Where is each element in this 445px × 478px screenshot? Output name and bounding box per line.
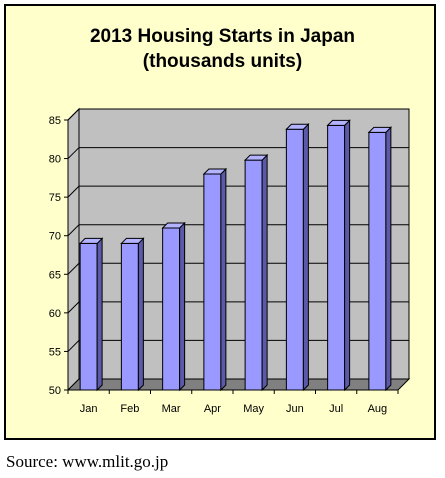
bar-front [244,159,263,391]
y-tick-label: 60 [49,308,61,320]
side-wall [67,107,80,392]
bar-side [96,237,103,392]
bar [326,119,351,392]
bar-front [203,173,222,391]
bar [202,167,228,392]
bar-top [78,237,104,244]
x-tick-label: May [243,403,264,415]
bar [78,237,104,392]
bar-top [161,222,186,229]
x-axis-ticks: Jan Feb Mar Apr May Jun Jul Aug [67,390,399,415]
bar-top [326,119,351,126]
x-tick-label: Jan [80,403,98,415]
gridline [67,108,409,121]
chart-subtitle: (thousands units) [142,51,303,72]
x-tick-label: Apr [204,403,221,415]
bar [120,237,145,392]
bar-front [79,242,98,391]
y-tick-label: 50 [49,385,61,397]
bar-top [285,123,310,130]
bar-top [120,237,145,244]
y-axis-ticks: 50 55 60 65 70 75 80 85 [49,115,68,397]
chart-walls [66,107,411,392]
x-tick-label: Jul [329,403,343,415]
bar-side [344,119,351,392]
y-tick-label: 55 [49,346,61,358]
bar-front [368,131,387,391]
x-tick-label: Jun [286,403,304,415]
chart-title-block: 2013 Housing Starts in Japan (thousands … [0,24,445,74]
source-note: Source: www.mlit.go.jp [6,452,169,471]
x-tick-label: Mar [162,403,181,415]
x-tick-label: Aug [368,403,388,415]
chart-title: 2013 Housing Starts in Japan [89,26,356,47]
bar-front [162,227,181,391]
bar-front [285,128,304,391]
bar-side [179,221,186,392]
bars [78,119,393,392]
bar-side [137,237,144,392]
bar-top [243,154,269,161]
bar [243,153,269,392]
bar-side [220,167,227,392]
bar [285,123,310,392]
bar-front [120,242,139,391]
y-tick-label: 65 [49,269,61,281]
floor [66,378,411,391]
y-tick-label: 85 [49,115,61,127]
y-tick-label: 70 [49,231,61,243]
x-tick-label: Feb [120,403,139,415]
bar-front [327,124,346,391]
bar-top [202,168,228,175]
bar-side [261,153,268,392]
bar-side [385,126,392,392]
bar-top [367,126,393,133]
bar [161,221,186,392]
y-tick-label: 80 [49,154,61,166]
y-tick-label: 75 [49,192,61,204]
bar-side [302,123,309,392]
bar [367,126,393,392]
